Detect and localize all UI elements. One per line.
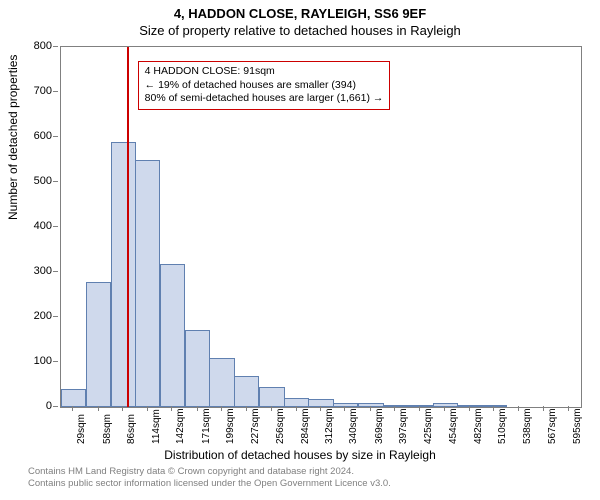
x-tick-label: 86sqm [126,414,137,444]
y-tick-label: 100 [34,355,52,367]
x-tick-label: 425sqm [423,408,434,444]
y-tick-label: 200 [34,310,52,322]
reference-line [127,47,129,407]
y-tick-label: 800 [34,40,52,52]
x-tick-label: 142sqm [175,408,186,444]
x-tick-label: 256sqm [275,408,286,444]
x-tick-label: 595sqm [572,408,583,444]
y-axis-ticks: 0100200300400500600700800 [0,46,58,406]
histogram-bar [135,160,160,407]
x-tick-label: 171sqm [201,408,212,444]
histogram-bar [111,142,136,408]
y-tick-label: 700 [34,85,52,97]
annotation-line-2: ← 19% of detached houses are smaller (39… [145,79,384,93]
x-tick-label: 227sqm [250,408,261,444]
x-tick-label: 538sqm [522,408,533,444]
chart-subtitle: Size of property relative to detached ho… [0,21,600,38]
y-tick-label: 300 [34,265,52,277]
histogram-bar [209,358,234,408]
chart-container: 4, HADDON CLOSE, RAYLEIGH, SS6 9EF Size … [0,0,600,500]
x-tick-label: 510sqm [497,408,508,444]
x-tick-label: 397sqm [398,408,409,444]
y-tick-label: 500 [34,175,52,187]
x-tick-label: 58sqm [102,414,113,444]
x-tick-label: 340sqm [348,408,359,444]
footer-attribution: Contains HM Land Registry data © Crown c… [28,466,391,490]
y-tick-label: 400 [34,220,52,232]
footer-line-1: Contains HM Land Registry data © Crown c… [28,466,391,478]
annotation-line-3: 80% of semi-detached houses are larger (… [145,92,384,106]
histogram-bar [61,389,86,407]
y-tick-label: 600 [34,130,52,142]
histogram-bar [185,330,210,407]
annotation-line-1: 4 HADDON CLOSE: 91sqm [145,65,384,79]
x-tick-label: 199sqm [225,408,236,444]
x-tick-label: 284sqm [300,408,311,444]
plot-area: 4 HADDON CLOSE: 91sqm ← 19% of detached … [60,46,582,408]
annotation-callout: 4 HADDON CLOSE: 91sqm ← 19% of detached … [138,61,391,110]
x-tick-label: 454sqm [448,408,459,444]
x-axis-label: Distribution of detached houses by size … [0,448,600,462]
histogram-bar [234,376,259,408]
x-tick-label: 312sqm [324,408,335,444]
histogram-bar [160,264,185,407]
x-tick-label: 482sqm [473,408,484,444]
chart-title-address: 4, HADDON CLOSE, RAYLEIGH, SS6 9EF [0,0,600,21]
histogram-bar [259,387,284,407]
y-tick-label: 0 [46,400,52,412]
x-tick-label: 369sqm [374,408,385,444]
x-axis-ticks: 29sqm 58sqm 86sqm 114sqm 142sqm 171sqm 199sqm 2… [60,406,580,450]
x-tick-label: 567sqm [547,408,558,444]
x-tick-label: 29sqm [76,414,87,444]
x-tick-label: 114sqm [151,409,162,444]
footer-line-2: Contains public sector information licen… [28,478,391,490]
histogram-bar [86,282,111,407]
